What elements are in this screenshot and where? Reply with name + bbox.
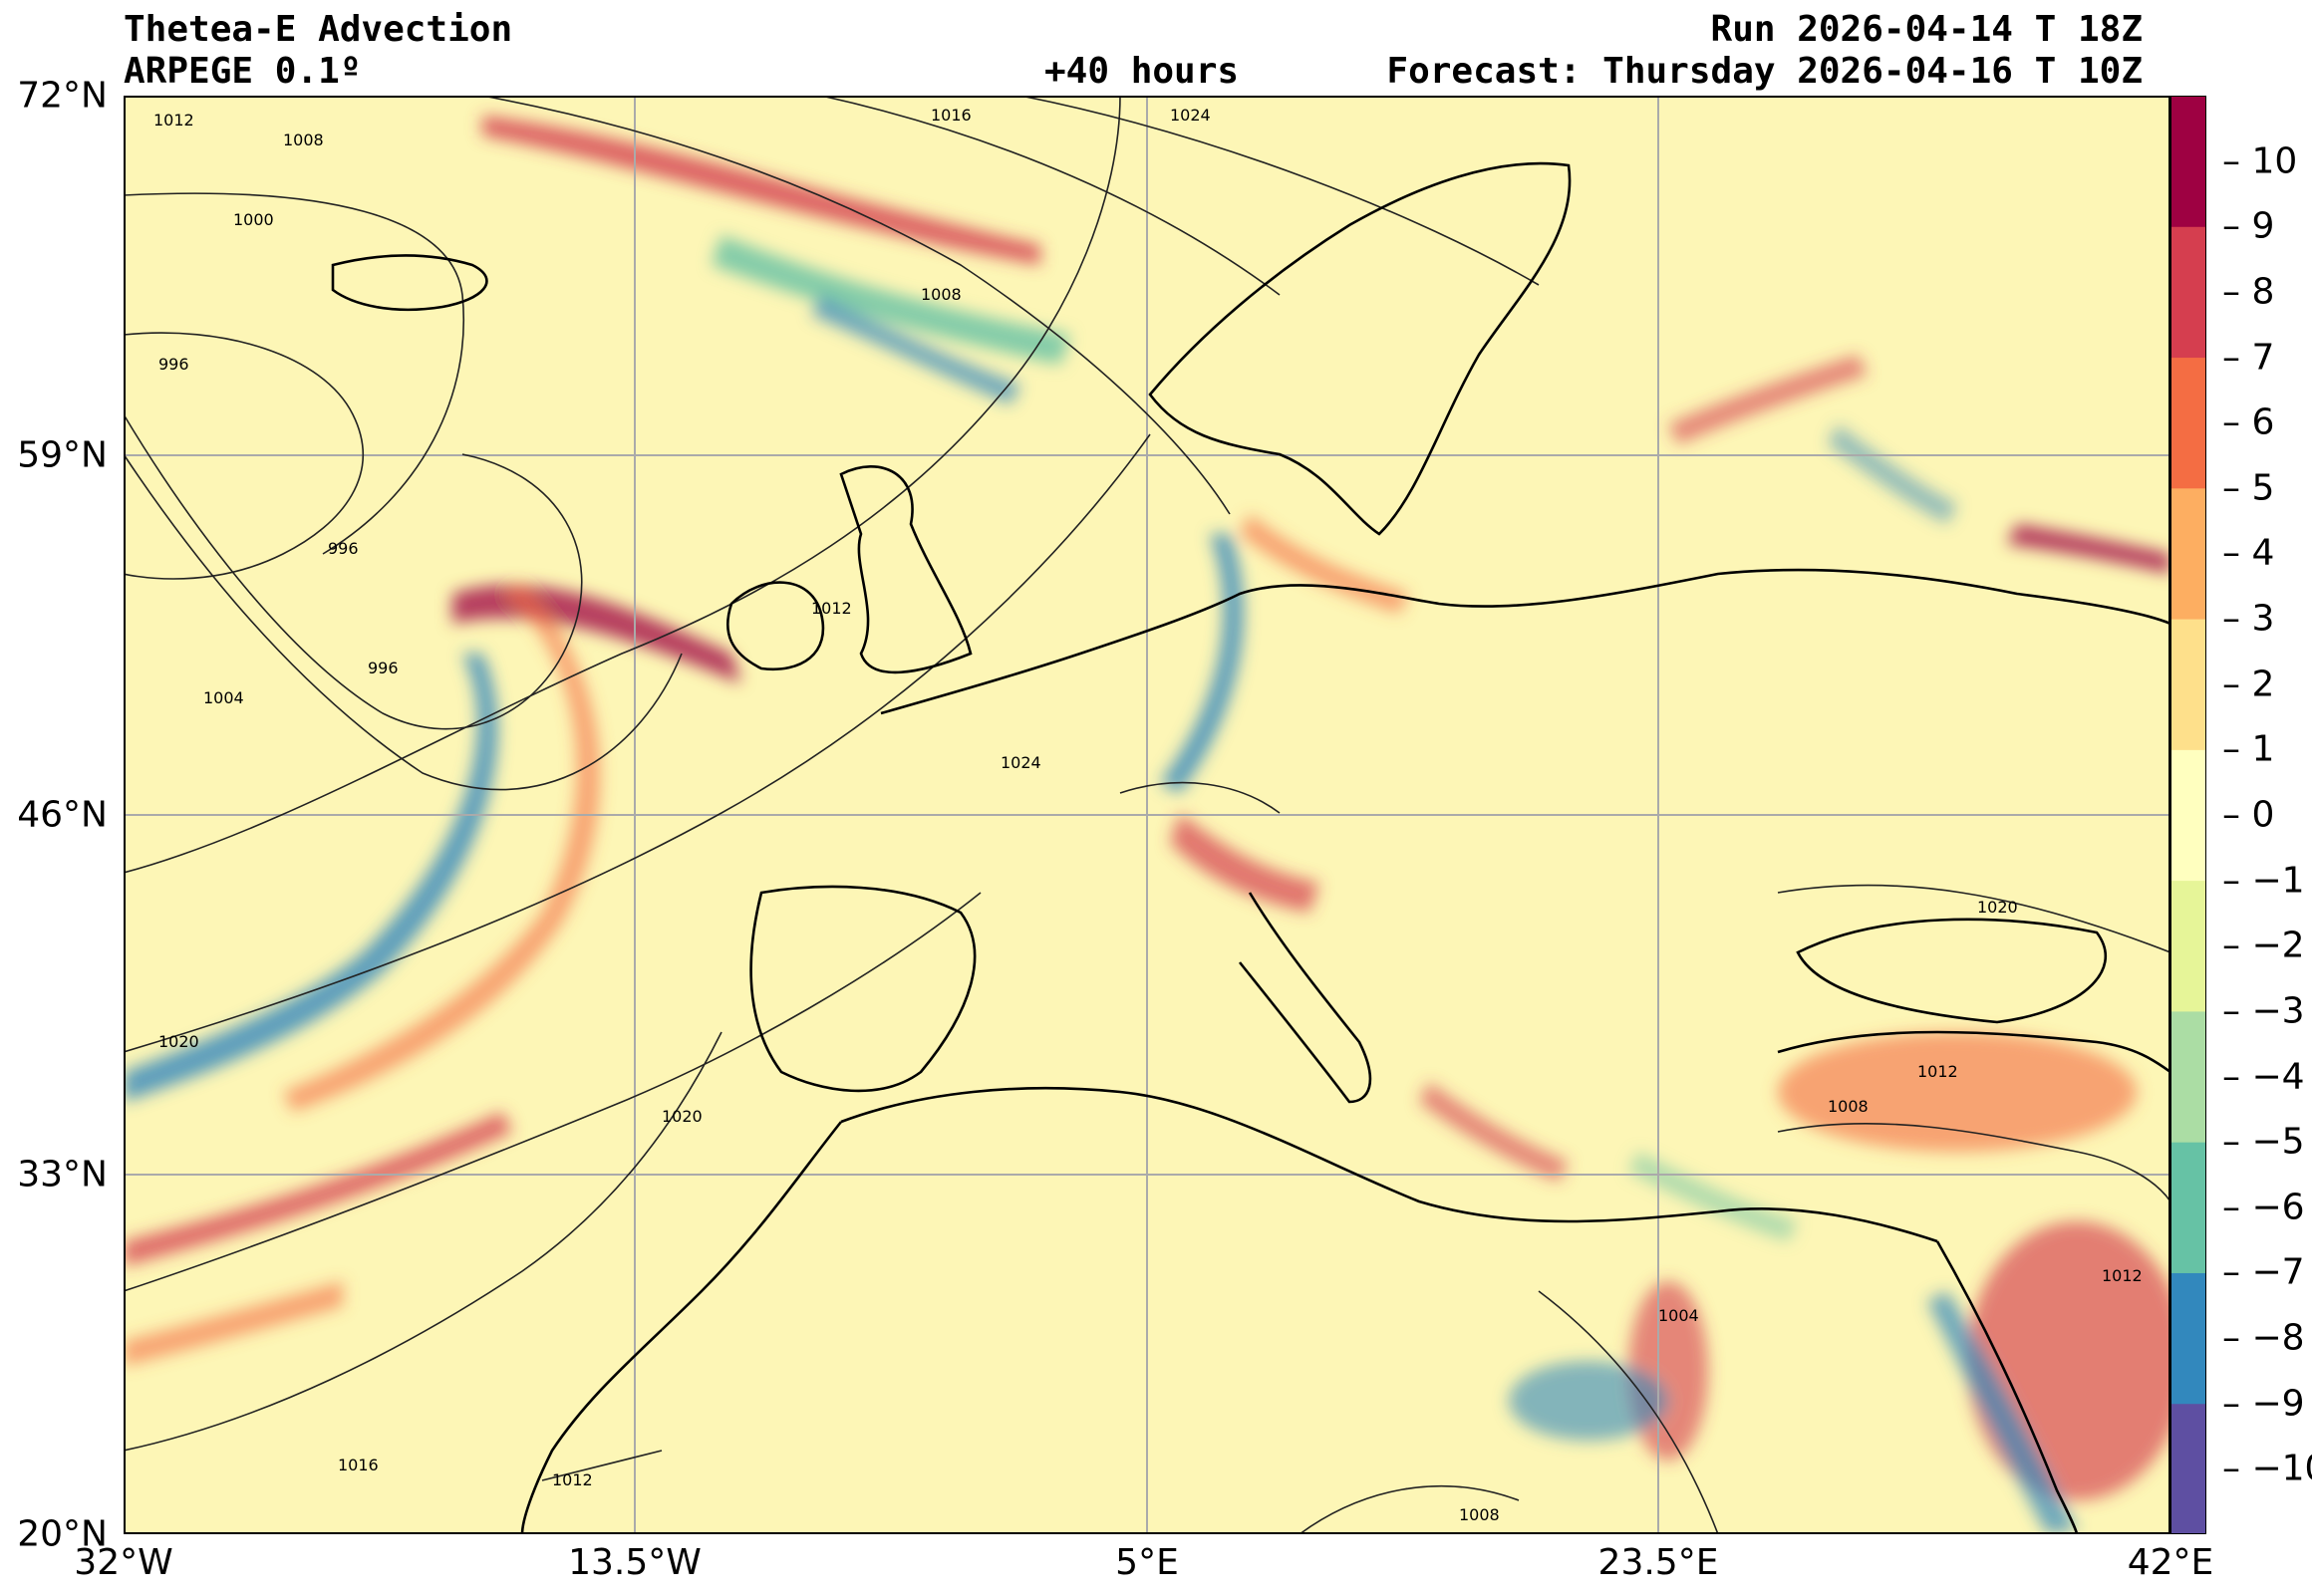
colorbar-tick-label: – −7 [2222,1252,2305,1293]
colorbar-band [2170,96,2206,227]
isobar-label: 1000 [233,210,274,229]
colorbar-tick-label: – 7 [2222,337,2274,378]
colorbar-band [2170,1404,2206,1534]
isobar-label: 1020 [158,1032,199,1051]
isobar-label: 1012 [2102,1266,2143,1285]
forecast-time: Forecast: Thursday 2026-04-16 T 10Z [1386,54,2143,90]
colorbar-band [2170,1011,2206,1143]
colorbar-tick-label: – −9 [2222,1383,2305,1424]
colorbar-tick-label: – −2 [2222,926,2305,966]
colorbar-tick-label: – −10 [2222,1449,2312,1489]
isobar-label: 1012 [811,599,852,618]
chart-title: Thetea-E Advection [124,12,512,48]
isobar-label: 1024 [1170,106,1211,125]
colorbar-tick-label: – −3 [2222,990,2305,1031]
lat-label: 46°N [17,795,108,836]
colorbar-band [2170,226,2206,358]
colorbar-tick-label: – 10 [2222,140,2297,181]
colorbar-band [2170,619,2206,750]
lon-label: 23.5°E [1598,1542,1719,1583]
run-time: Run 2026-04-14 T 18Z [1711,12,2143,48]
lon-label: 5°E [1115,1542,1179,1583]
lon-label: 32°W [74,1542,172,1583]
colorbar-tick-label: – 6 [2222,402,2274,443]
colorbar-band [2170,749,2206,881]
lead-time: +40 hours [1044,54,1239,90]
isobar-label: 1016 [931,106,972,125]
colorbar-tick-label: – −5 [2222,1122,2305,1163]
isobar-label: 996 [158,355,189,374]
colorbar-band [2170,358,2206,489]
colorbar-tick-label: – −8 [2222,1318,2305,1359]
colorbar-tick-label: – 1 [2222,729,2274,770]
colorbar-tick-label: – 3 [2222,599,2274,640]
colorbar-tick-label: – −4 [2222,1056,2305,1097]
colorbar-tick-label: – 4 [2222,533,2274,574]
colorbar-band [2170,488,2206,620]
isobar-label: 1024 [1001,753,1041,772]
isobar-label: 1012 [552,1470,593,1489]
isobar-label: 1008 [1828,1097,1869,1116]
isobar-label: 996 [328,539,359,558]
lat-label: 59°N [17,435,108,476]
isobar-label: 1016 [338,1456,379,1474]
colorbar-tick-label: – 0 [2222,795,2274,836]
colorbar-tick-label: – 5 [2222,467,2274,508]
isobar-label: 1004 [203,688,244,707]
isobar-label: 1012 [153,111,194,130]
lon-label: 42°E [2128,1542,2214,1583]
lat-label: 72°N [17,76,108,117]
colorbar-band [2170,1272,2206,1404]
colorbar-band [2170,1142,2206,1273]
lon-label: 13.5°W [568,1542,702,1583]
map-panel: 1012 1008 1016 1024 1000 1008 996 996 99… [124,96,2170,1534]
isobar-label: 1020 [1977,898,2018,917]
model-name: ARPEGE 0.1º [124,54,361,90]
colorbar [2170,96,2206,1534]
colorbar-tick-label: – 2 [2222,664,2274,704]
colorbar-tick-label: – 9 [2222,206,2274,247]
lat-label: 33°N [17,1155,108,1196]
isobar-label: 1020 [662,1107,703,1126]
isobar-label: 1012 [1917,1062,1958,1081]
colorbar-tick-label: – −6 [2222,1187,2305,1227]
isobar-label: 1008 [283,131,324,149]
isobar-label: 1008 [1459,1505,1500,1524]
colorbar-band [2170,881,2206,1012]
colorbar-tick-label: – 8 [2222,271,2274,312]
isobar-label: 1008 [921,285,962,304]
isobar-label: 996 [368,659,399,677]
colorbar-tick-label: – −1 [2222,860,2305,901]
isobar-label: 1004 [1658,1306,1699,1325]
